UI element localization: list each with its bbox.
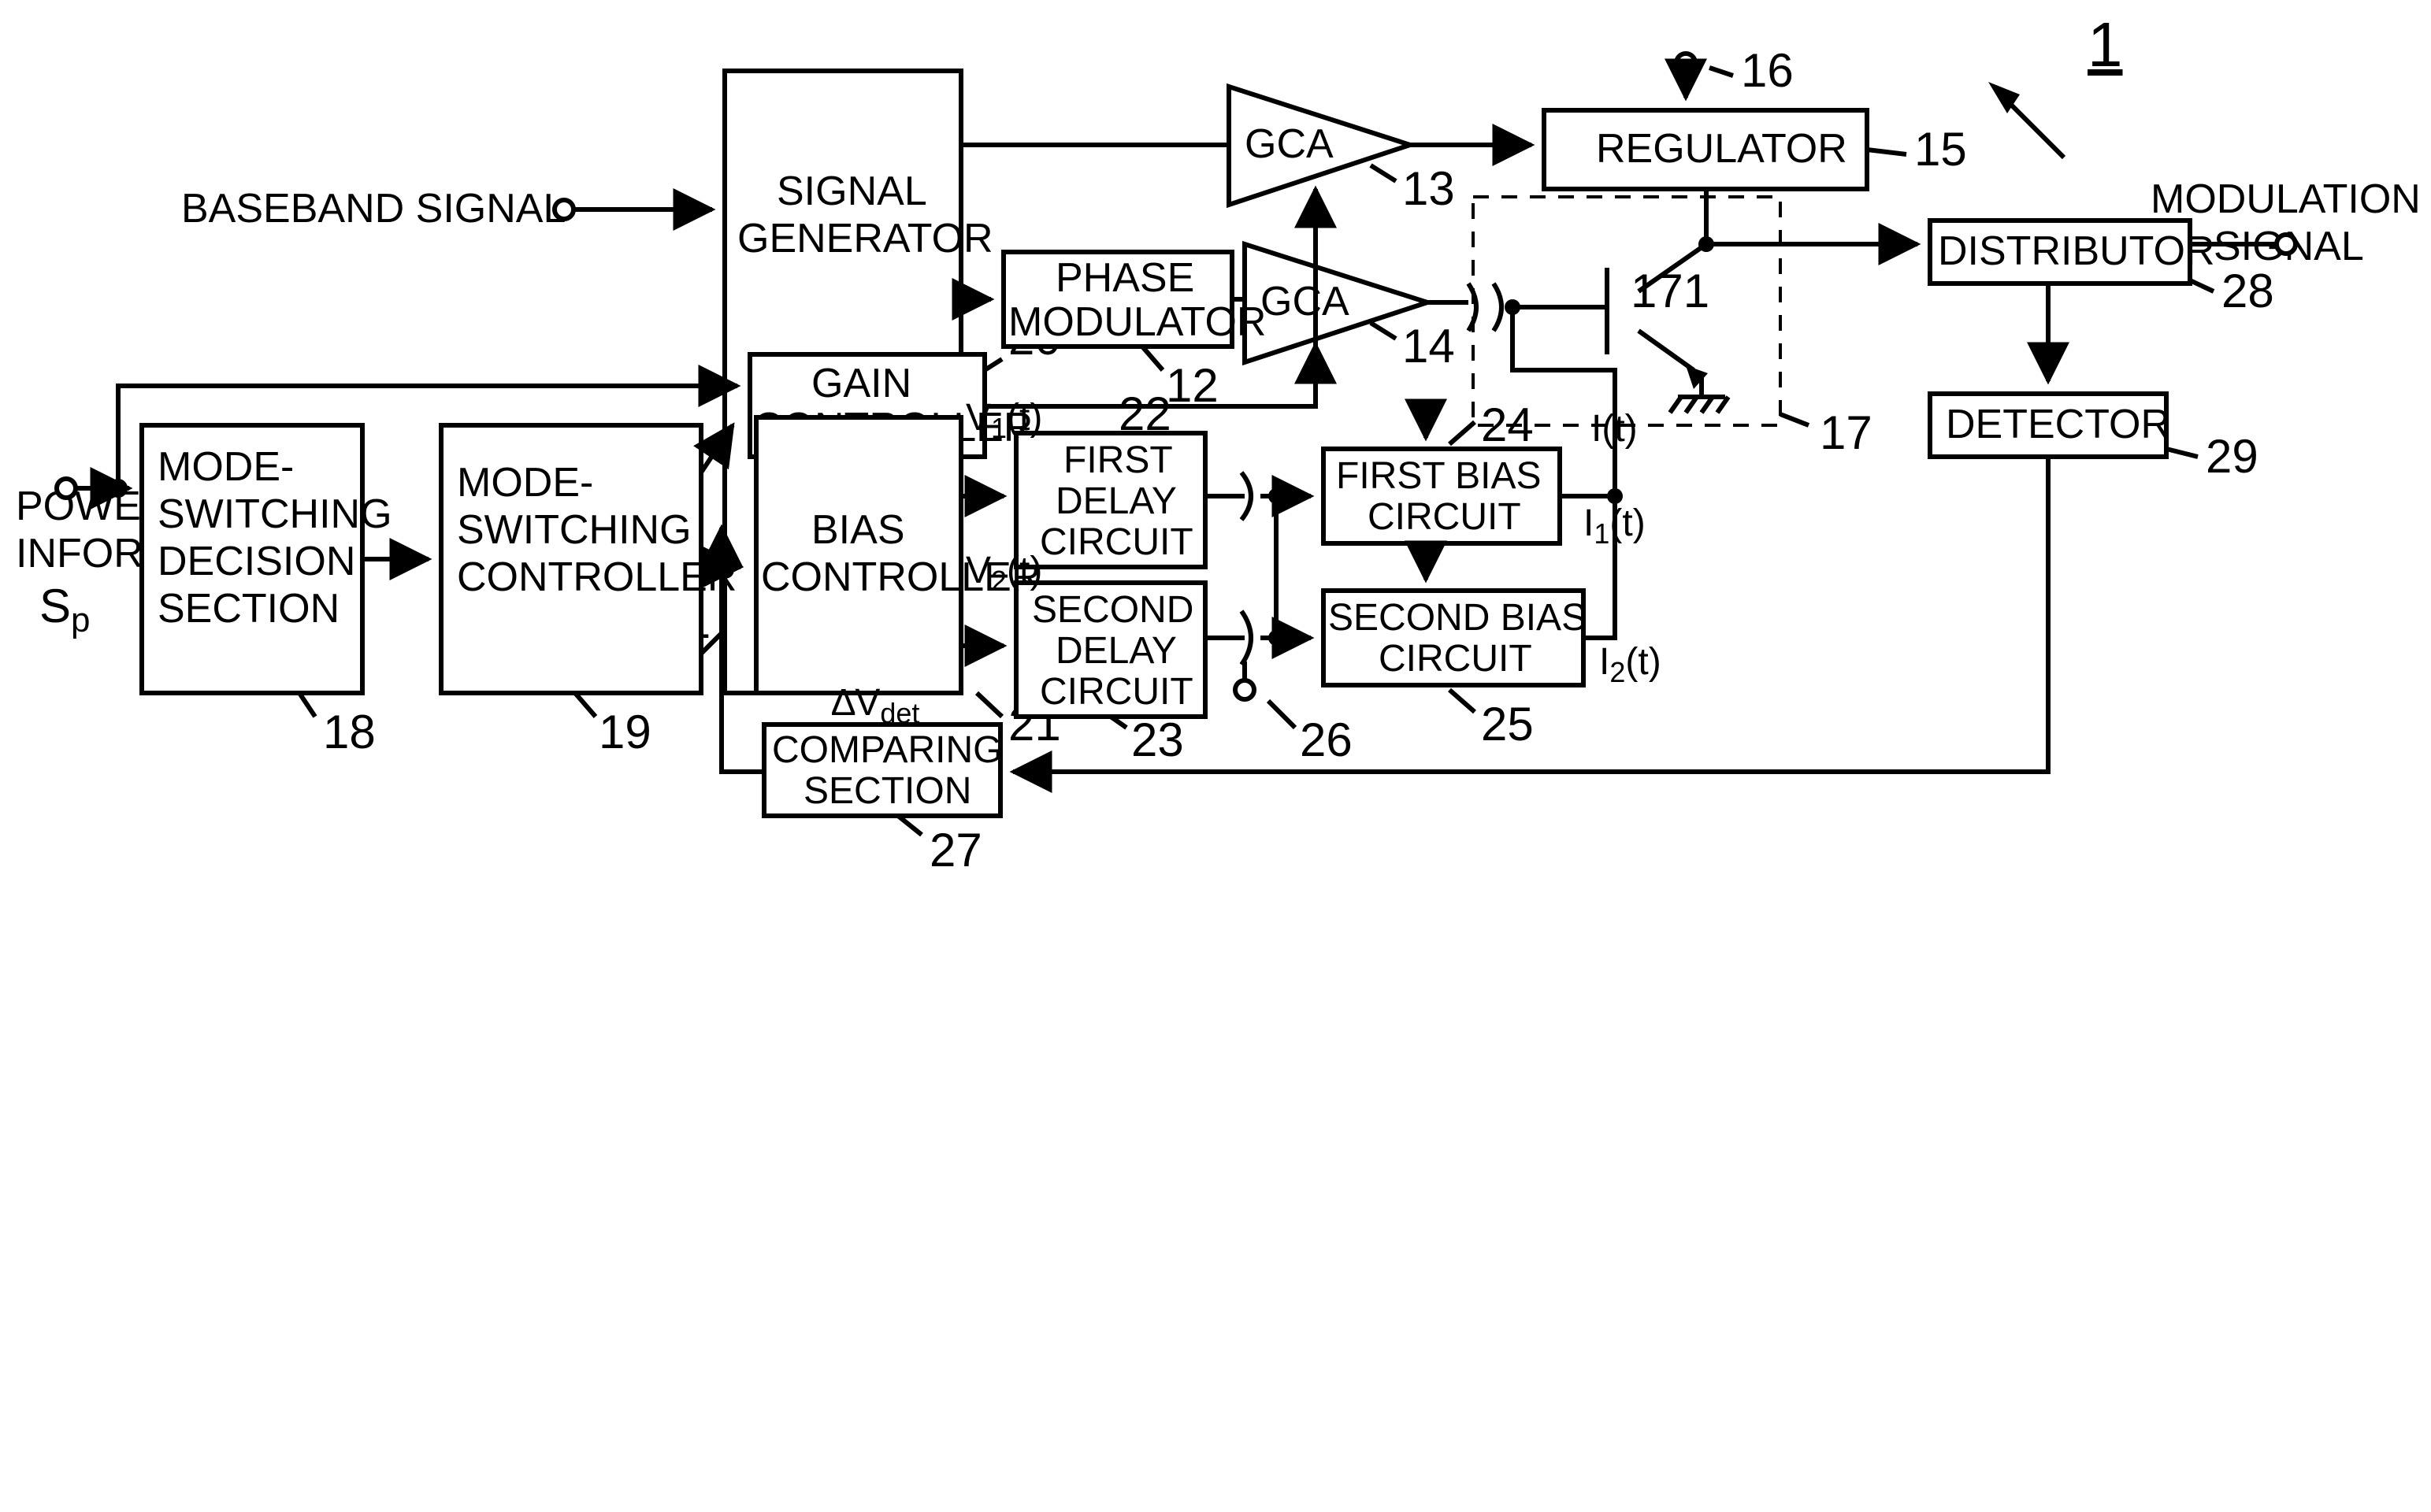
- svg-text:SIGNAL: SIGNAL: [777, 169, 927, 214]
- id-23: 23: [1131, 713, 1184, 766]
- phase-modulator-block: PHASE MODULATOR: [1004, 252, 1266, 346]
- svg-text:REGULATOR: REGULATOR: [1596, 126, 1847, 172]
- second-delay-block: SECOND DELAY CIRCUIT: [1016, 583, 1205, 717]
- bias-controller-block: BIAS CONTROLLER: [756, 417, 1041, 693]
- first-bias-block: FIRST BIAS CIRCUIT: [1323, 449, 1560, 543]
- id-27: 27: [930, 824, 982, 876]
- id-13: 13: [1402, 162, 1455, 215]
- svg-text:GCA: GCA: [1245, 121, 1334, 167]
- svg-text:SECTION: SECTION: [158, 586, 340, 632]
- svg-text:DELAY: DELAY: [1056, 480, 1177, 522]
- i-label: I(t): [1591, 408, 1638, 450]
- id-16: 16: [1741, 44, 1794, 97]
- svg-text:SWITCHING: SWITCHING: [158, 491, 392, 537]
- id-26: 26: [1300, 713, 1353, 766]
- id-29: 29: [2206, 430, 2258, 483]
- svg-text:DISTRIBUTOR: DISTRIBUTOR: [1938, 228, 2215, 274]
- svg-text:GCA: GCA: [1260, 279, 1349, 324]
- svg-text:COMPARING: COMPARING: [772, 729, 1002, 771]
- svg-text:MODE-: MODE-: [457, 460, 593, 506]
- first-delay-block: FIRST DELAY CIRCUIT: [1016, 433, 1205, 567]
- svg-text:CIRCUIT: CIRCUIT: [1379, 638, 1532, 680]
- svg-text:CIRCUIT: CIRCUIT: [1368, 496, 1521, 538]
- id-12: 12: [1166, 359, 1219, 412]
- comparing-block: COMPARING SECTION: [764, 724, 1002, 816]
- svg-text:FIRST: FIRST: [1063, 439, 1173, 481]
- svg-text:DETECTOR: DETECTOR: [1946, 402, 2170, 447]
- svg-text:CIRCUIT: CIRCUIT: [1040, 671, 1193, 713]
- id-14: 14: [1402, 320, 1455, 372]
- gca-top: GCA: [1229, 87, 1410, 205]
- id-25: 25: [1481, 698, 1534, 750]
- id-24: 24: [1481, 398, 1534, 451]
- id-18: 18: [323, 706, 376, 758]
- svg-text:SECOND BIAS: SECOND BIAS: [1328, 597, 1587, 639]
- figure-ref: 1: [2088, 9, 2123, 80]
- svg-text:DECISION: DECISION: [158, 539, 355, 584]
- mode-decision-block: MODE- SWITCHING DECISION SECTION: [142, 425, 392, 693]
- distributor-block: DISTRIBUTOR: [1930, 220, 2215, 284]
- i2-label: I2(t): [1599, 641, 1661, 688]
- svg-text:MODULATOR: MODULATOR: [1008, 299, 1266, 345]
- id-19: 19: [599, 706, 651, 758]
- svg-text:CONTROLLER: CONTROLLER: [457, 554, 737, 600]
- power-info-sp: Sp: [39, 580, 91, 639]
- i1-label: I1(t): [1583, 502, 1646, 550]
- id-171: 171: [1631, 265, 1709, 317]
- svg-text:MODE-: MODE-: [158, 444, 294, 490]
- baseband-label: BASEBAND SIGNAL: [181, 186, 566, 232]
- svg-text:BIAS: BIAS: [811, 507, 905, 553]
- id-15: 15: [1914, 123, 1967, 176]
- svg-text:SECOND: SECOND: [1032, 589, 1193, 631]
- id-28: 28: [2221, 265, 2274, 317]
- gca-bot: GCA: [1245, 244, 1427, 362]
- svg-text:GENERATOR: GENERATOR: [737, 216, 993, 261]
- svg-text:CIRCUIT: CIRCUIT: [1040, 521, 1193, 563]
- svg-text:GAIN: GAIN: [811, 361, 911, 406]
- second-bias-block: SECOND BIAS CIRCUIT: [1323, 591, 1587, 685]
- mode-controller-block: MODE- SWITCHING CONTROLLER: [441, 425, 737, 693]
- id-22: 22: [1119, 387, 1171, 440]
- svg-text:DELAY: DELAY: [1056, 630, 1177, 672]
- svg-text:PHASE: PHASE: [1056, 255, 1194, 301]
- id-17: 17: [1820, 406, 1872, 459]
- svg-text:SWITCHING: SWITCHING: [457, 507, 692, 553]
- svg-text:FIRST BIAS: FIRST BIAS: [1336, 455, 1542, 497]
- svg-text:SECTION: SECTION: [804, 770, 971, 812]
- modulation-l1: MODULATION: [2151, 176, 2421, 222]
- regulator-block: REGULATOR: [1544, 110, 1867, 189]
- detector-block: DETECTOR: [1930, 394, 2170, 457]
